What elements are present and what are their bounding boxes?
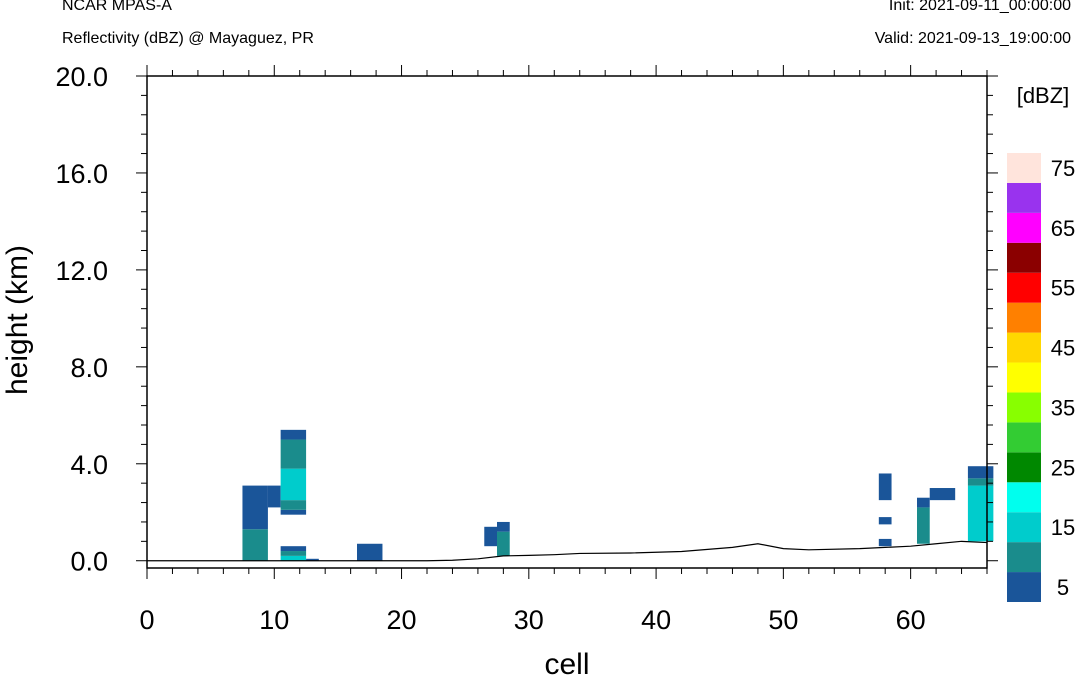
y-axis-ticks: 0.0 4.0 8.0 12.0 16.0 20.0 xyxy=(55,62,998,577)
reflectivity-cell xyxy=(242,529,268,561)
terrain-line xyxy=(147,540,988,562)
colorbar-tick-label: 15 xyxy=(1051,515,1075,540)
reflectivity-cell xyxy=(484,526,497,547)
reflectivity-cells xyxy=(242,429,994,561)
reflectivity-cell xyxy=(280,468,307,501)
y-tick-label: 12.0 xyxy=(55,256,108,286)
colorbar-swatch xyxy=(1007,182,1041,213)
reflectivity-cell xyxy=(280,439,307,469)
y-tick-label: 0.0 xyxy=(70,547,108,577)
reflectivity-cell xyxy=(917,507,930,544)
model-title: NCAR MPAS-A xyxy=(62,0,172,14)
colorbar-swatch xyxy=(1007,362,1041,393)
colorbar: 5 15 25 35 45 55 65 75 xyxy=(1007,153,1075,602)
x-tick-label: 50 xyxy=(768,605,798,635)
chart-subtitle: Reflectivity (dBZ) @ Mayaguez, PR xyxy=(62,30,314,47)
plot-frame xyxy=(146,75,988,569)
terrain-profile xyxy=(147,540,988,562)
x-axis-ticks: 0 10 20 30 40 50 60 xyxy=(139,65,988,635)
reflectivity-cell xyxy=(280,555,307,561)
reflectivity-cell xyxy=(242,485,268,530)
x-tick-label: 40 xyxy=(641,605,671,635)
colorbar-swatch xyxy=(1007,422,1041,453)
x-tick-label: 30 xyxy=(514,605,544,635)
reflectivity-cell xyxy=(917,497,930,508)
init-time: Init: 2021-09-11_00:00:00 xyxy=(888,0,1071,14)
reflectivity-cell xyxy=(878,517,892,525)
reflectivity-cell xyxy=(280,500,307,510)
y-tick-label: 20.0 xyxy=(55,62,108,92)
reflectivity-cell xyxy=(929,488,956,501)
reflectivity-cell xyxy=(280,546,307,552)
colorbar-swatch xyxy=(1007,242,1041,273)
x-tick-label: 0 xyxy=(139,605,154,635)
reflectivity-cell xyxy=(878,538,892,547)
x-tick-label: 20 xyxy=(387,605,417,635)
colorbar-tick-label: 65 xyxy=(1051,216,1075,241)
colorbar-tick-label: 75 xyxy=(1051,156,1075,181)
reflectivity-cell xyxy=(497,531,510,556)
colorbar-swatch xyxy=(1007,212,1041,243)
colorbar-tick-label: 55 xyxy=(1051,276,1075,301)
x-axis-label: cell xyxy=(544,648,589,677)
y-tick-label: 8.0 xyxy=(70,353,108,383)
valid-time: Valid: 2021-09-13_19:00:00 xyxy=(874,30,1071,47)
reflectivity-cell xyxy=(280,429,307,440)
reflectivity-cell xyxy=(357,543,383,561)
colorbar-swatch xyxy=(1007,452,1041,483)
reflectivity-cell xyxy=(280,551,307,556)
colorbar-unit-label: [dBZ] xyxy=(1017,83,1070,108)
reflectivity-cell xyxy=(967,485,994,542)
reflectivity-cell xyxy=(280,509,307,515)
colorbar-swatch xyxy=(1007,392,1041,423)
colorbar-tick-label: 25 xyxy=(1051,455,1075,480)
reflectivity-cell xyxy=(967,478,994,486)
colorbar-tick-label: 45 xyxy=(1051,336,1075,361)
colorbar-swatch xyxy=(1007,332,1041,363)
colorbar-swatch xyxy=(1007,512,1041,543)
colorbar-swatch xyxy=(1007,302,1041,333)
reflectivity-cell xyxy=(497,521,510,532)
colorbar-swatch xyxy=(1007,272,1041,303)
colorbar-tick-label: 35 xyxy=(1051,395,1075,420)
x-tick-label: 60 xyxy=(896,605,926,635)
y-tick-label: 4.0 xyxy=(70,450,108,480)
colorbar-swatch xyxy=(1007,542,1041,573)
reflectivity-cell xyxy=(267,485,281,508)
colorbar-tick-label: 5 xyxy=(1057,575,1069,600)
y-axis-label: height (km) xyxy=(1,245,34,395)
plot-axes xyxy=(146,75,988,569)
colorbar-swatch xyxy=(1007,482,1041,513)
reflectivity-cell xyxy=(878,473,892,501)
reflectivity-cell xyxy=(967,466,994,479)
colorbar-swatch xyxy=(1007,572,1041,602)
y-tick-label: 16.0 xyxy=(55,159,108,189)
reflectivity-cell xyxy=(306,558,319,561)
colorbar-swatch xyxy=(1007,153,1041,183)
x-tick-label: 10 xyxy=(259,605,289,635)
